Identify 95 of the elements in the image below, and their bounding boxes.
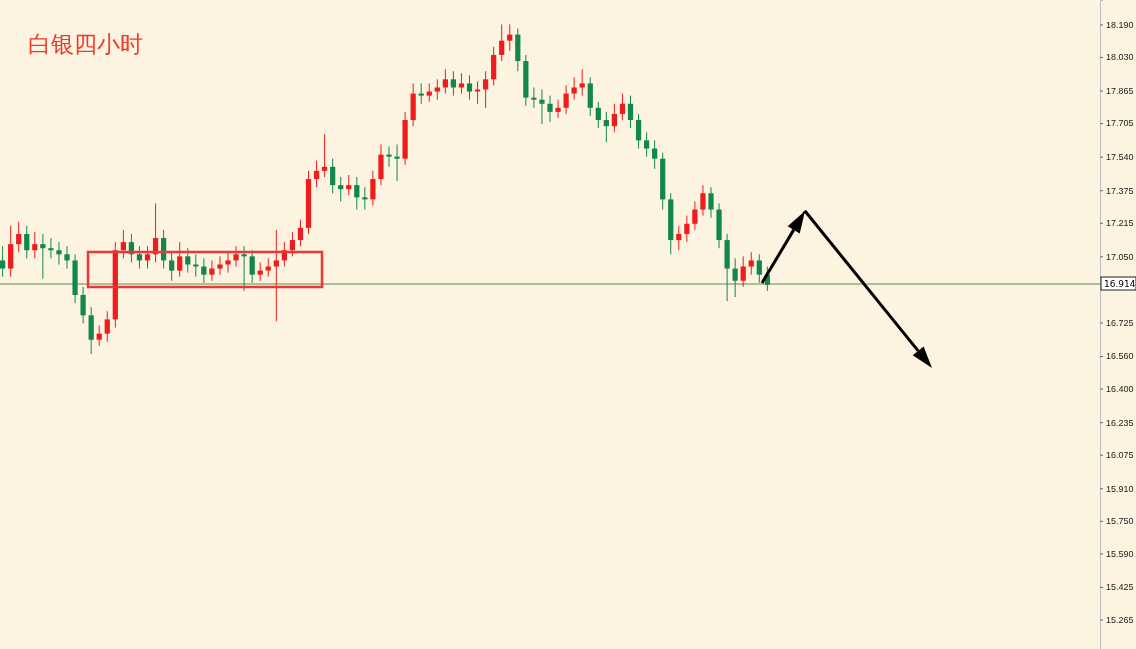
y-tick-label: 17.865 bbox=[1106, 85, 1134, 96]
y-tick-label: 15.425 bbox=[1106, 582, 1134, 593]
candlestick bbox=[209, 259, 215, 282]
candlestick bbox=[32, 231, 38, 259]
candlestick bbox=[80, 286, 86, 324]
candlestick bbox=[217, 255, 223, 276]
candlestick bbox=[740, 255, 746, 288]
y-tick-label: 15.590 bbox=[1106, 548, 1134, 559]
candlestick bbox=[249, 249, 255, 284]
candlestick bbox=[676, 225, 682, 251]
y-tick-label: 18.190 bbox=[1106, 19, 1134, 30]
y-tick-label: 15.265 bbox=[1106, 614, 1134, 625]
candlestick bbox=[330, 158, 336, 194]
candlestick bbox=[48, 237, 54, 259]
candlestick bbox=[64, 245, 70, 270]
candlestick bbox=[474, 80, 481, 105]
candlestick bbox=[354, 176, 360, 211]
candlestick bbox=[313, 160, 320, 188]
candlestick bbox=[458, 72, 465, 95]
candlestick bbox=[273, 229, 279, 322]
candlestick bbox=[225, 251, 231, 274]
candlestick bbox=[684, 215, 690, 243]
candlestick bbox=[555, 99, 561, 119]
candlestick bbox=[144, 245, 151, 270]
candlestick bbox=[56, 241, 62, 265]
candlestick bbox=[362, 186, 368, 211]
candlestick bbox=[531, 86, 537, 109]
candlestick bbox=[579, 68, 585, 97]
candlestick bbox=[426, 82, 432, 103]
candlestick bbox=[547, 95, 553, 123]
candlestick bbox=[611, 103, 618, 133]
candlestick bbox=[571, 76, 577, 101]
candlestick bbox=[652, 139, 658, 170]
candlestick bbox=[756, 253, 762, 284]
candlestick bbox=[418, 82, 424, 105]
text: 白银四小时 bbox=[28, 31, 143, 57]
candlestick bbox=[120, 229, 126, 259]
candlestick bbox=[24, 225, 30, 259]
candlestick bbox=[370, 170, 376, 206]
y-tick-label: 17.050 bbox=[1106, 251, 1134, 262]
y-tick-label: 17.375 bbox=[1106, 185, 1134, 196]
y-tick-label: 17.215 bbox=[1106, 218, 1134, 229]
y-tick-label: 18.030 bbox=[1106, 52, 1134, 63]
y-tick-label: 16.400 bbox=[1106, 383, 1134, 394]
candlestick bbox=[499, 23, 505, 62]
candlestick bbox=[136, 245, 143, 270]
candlestick bbox=[386, 145, 392, 168]
candlestick bbox=[201, 257, 207, 284]
candlestick bbox=[442, 68, 448, 95]
candlestick bbox=[627, 95, 634, 129]
y-tick-label: 17.705 bbox=[1106, 118, 1134, 129]
candlestick bbox=[692, 200, 698, 231]
y-tick-label: 16.075 bbox=[1106, 450, 1134, 461]
y-tick-label: 17.540 bbox=[1106, 152, 1134, 163]
candlestick bbox=[595, 101, 601, 129]
candlestick bbox=[394, 143, 400, 182]
candlestick bbox=[603, 111, 609, 143]
candlestick bbox=[289, 231, 296, 257]
candlestick bbox=[185, 247, 191, 274]
candlestick bbox=[297, 219, 304, 247]
candlestick bbox=[700, 184, 706, 217]
candlestick bbox=[748, 251, 754, 276]
candlestick bbox=[708, 186, 714, 219]
y-tick-label: 16.235 bbox=[1106, 417, 1134, 428]
candlestick bbox=[732, 257, 738, 298]
candlestick bbox=[96, 325, 102, 347]
candlestick bbox=[16, 221, 22, 253]
candlestick bbox=[346, 174, 352, 196]
y-tick-label: 16.560 bbox=[1106, 351, 1134, 362]
candlestick bbox=[169, 251, 175, 282]
candlestick bbox=[257, 261, 263, 282]
candlestick bbox=[539, 89, 545, 125]
y-tick-label: 16.725 bbox=[1106, 317, 1134, 328]
candlestick bbox=[40, 233, 46, 280]
candlestick bbox=[619, 93, 626, 121]
candlestick bbox=[563, 84, 569, 115]
y-tick-label: 15.750 bbox=[1106, 516, 1134, 527]
candlestick bbox=[193, 253, 199, 278]
candlestick bbox=[482, 70, 489, 109]
candlestick bbox=[321, 133, 328, 178]
candlestick bbox=[643, 131, 650, 158]
candlestick bbox=[0, 245, 6, 278]
ref-line-label: 16.914 bbox=[1104, 279, 1136, 290]
candlestick bbox=[265, 257, 271, 278]
candlestick bbox=[507, 23, 513, 52]
candlestick bbox=[233, 245, 239, 268]
candlestick bbox=[450, 70, 457, 97]
candlestick bbox=[177, 241, 183, 278]
candlestick bbox=[466, 74, 473, 101]
candlestick bbox=[434, 78, 440, 101]
candlestick bbox=[104, 310, 110, 343]
candlestick bbox=[635, 113, 642, 150]
y-tick-label: 15.910 bbox=[1106, 483, 1134, 494]
candlestick bbox=[338, 176, 344, 202]
candlestick bbox=[241, 245, 247, 292]
